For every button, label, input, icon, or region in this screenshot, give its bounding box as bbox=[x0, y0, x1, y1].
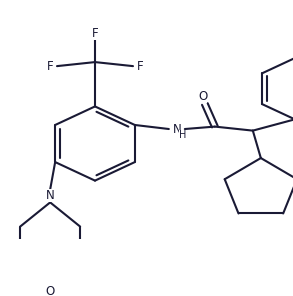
Text: O: O bbox=[198, 90, 207, 103]
Text: F: F bbox=[47, 59, 53, 73]
Text: O: O bbox=[45, 285, 55, 296]
Text: N: N bbox=[46, 189, 54, 202]
Text: N: N bbox=[173, 123, 181, 136]
Text: F: F bbox=[137, 59, 143, 73]
Text: F: F bbox=[92, 27, 98, 40]
Text: H: H bbox=[179, 131, 187, 141]
